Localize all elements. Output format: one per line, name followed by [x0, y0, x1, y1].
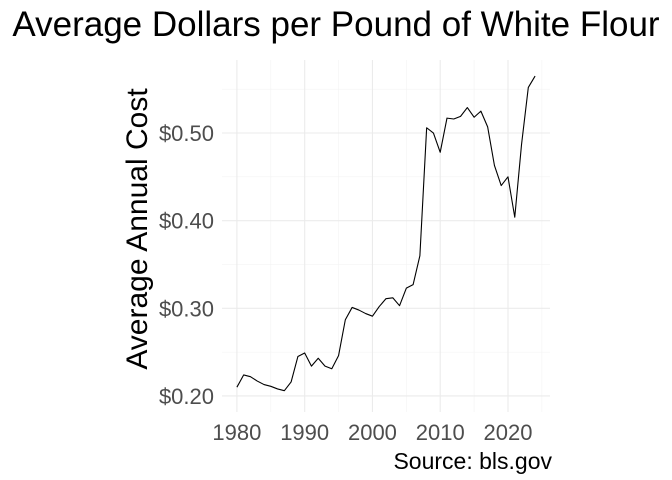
axis-ticks: 1980 1990 2000 2010 2020 $0.20 $0.30 $0.40 $0.50: [159, 121, 533, 445]
x-tick-label: 2010: [416, 420, 465, 445]
source-caption: Source: bls.gov: [393, 448, 552, 474]
grid: [222, 60, 550, 412]
y-tick-label: $0.50: [159, 121, 214, 146]
y-tick-label: $0.20: [159, 384, 214, 409]
y-tick-label: $0.40: [159, 209, 214, 234]
chart-title: Average Dollars per Pound of White Flour: [12, 5, 660, 44]
y-tick-label: $0.30: [159, 296, 214, 321]
x-tick-label: 1980: [212, 420, 261, 445]
plot-area: [236, 75, 536, 392]
y-axis-label: Average Annual Cost: [121, 88, 154, 370]
x-tick-label: 1990: [280, 420, 329, 445]
series-line: [236, 75, 536, 392]
x-tick-label: 2020: [484, 420, 533, 445]
x-tick-label: 2000: [348, 420, 397, 445]
